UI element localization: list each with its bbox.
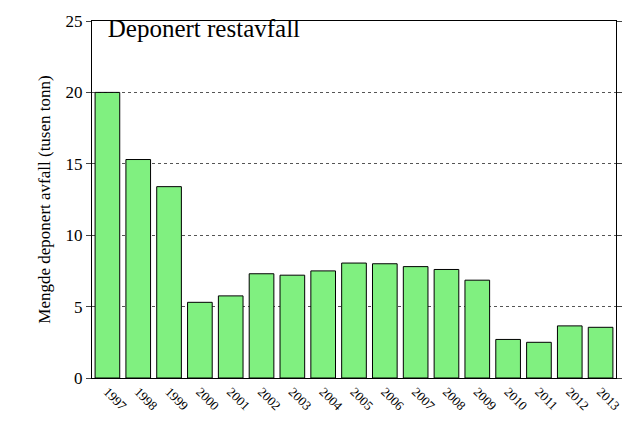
svg-text:2002: 2002 — [255, 384, 284, 413]
svg-text:2004: 2004 — [316, 384, 345, 413]
svg-text:2011: 2011 — [532, 384, 561, 413]
svg-text:2007: 2007 — [409, 384, 438, 413]
svg-text:5: 5 — [74, 298, 83, 317]
svg-text:2008: 2008 — [440, 384, 469, 413]
svg-text:Deponert restavfall: Deponert restavfall — [108, 15, 300, 42]
svg-text:1998: 1998 — [132, 384, 161, 413]
svg-text:20: 20 — [66, 83, 83, 102]
svg-text:1997: 1997 — [101, 384, 130, 413]
svg-text:15: 15 — [66, 155, 83, 174]
svg-text:10: 10 — [66, 226, 83, 245]
svg-text:2000: 2000 — [193, 384, 222, 413]
svg-text:2010: 2010 — [501, 384, 530, 413]
svg-text:1999: 1999 — [162, 384, 191, 413]
svg-text:2006: 2006 — [378, 384, 407, 413]
svg-text:0: 0 — [74, 369, 83, 388]
svg-text:2005: 2005 — [347, 384, 376, 413]
svg-text:2012: 2012 — [563, 384, 592, 413]
svg-text:2013: 2013 — [594, 384, 623, 413]
svg-text:2003: 2003 — [286, 384, 315, 413]
svg-text:2009: 2009 — [471, 384, 500, 413]
svg-text:2001: 2001 — [224, 384, 253, 413]
svg-text:Mengde deponert avfall (tusen: Mengde deponert avfall (tusen tonn) — [35, 75, 54, 323]
svg-text:25: 25 — [66, 12, 83, 31]
